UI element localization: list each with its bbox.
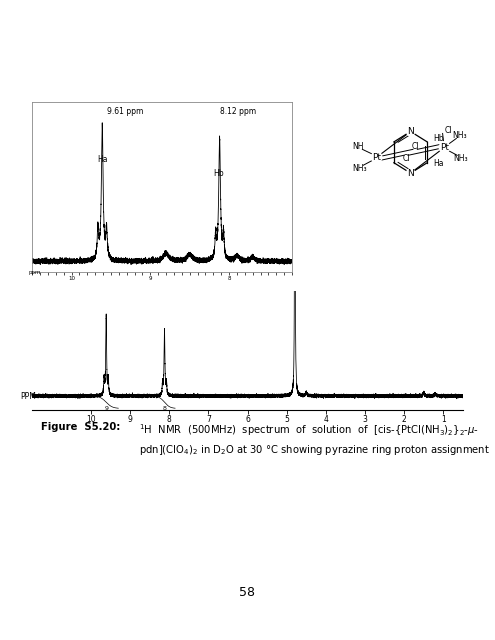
Text: 9: 9 bbox=[104, 406, 108, 411]
Text: $^1$H  NMR  (500MHz)  spectrum  of  solution  of  [cis-{PtCl(NH$_3$)$_2$}$_2$-$\: $^1$H NMR (500MHz) spectrum of solution … bbox=[139, 422, 479, 438]
Text: 8.12 ppm: 8.12 ppm bbox=[220, 107, 256, 116]
Text: N: N bbox=[407, 127, 414, 136]
Circle shape bbox=[406, 127, 415, 136]
Text: Ha: Ha bbox=[434, 159, 444, 168]
Circle shape bbox=[371, 151, 383, 164]
Text: 58: 58 bbox=[240, 586, 255, 598]
Text: Pt: Pt bbox=[372, 153, 381, 162]
Text: 8: 8 bbox=[162, 406, 166, 411]
Text: Figure  S5.20:: Figure S5.20: bbox=[41, 422, 120, 433]
Text: Hb: Hb bbox=[213, 169, 224, 178]
Text: NH₃: NH₃ bbox=[453, 154, 468, 163]
Text: ppm: ppm bbox=[28, 270, 41, 275]
Circle shape bbox=[406, 169, 415, 177]
Text: Cl: Cl bbox=[411, 142, 419, 151]
Text: N: N bbox=[407, 169, 414, 178]
Text: Cl: Cl bbox=[445, 126, 452, 135]
Text: Hb: Hb bbox=[434, 134, 444, 143]
Text: Ha: Ha bbox=[97, 156, 107, 164]
Text: Pt: Pt bbox=[440, 143, 449, 152]
Text: NH₃: NH₃ bbox=[453, 131, 467, 140]
Circle shape bbox=[439, 141, 450, 154]
Text: pdn](ClO$_4$)$_2$ in D$_2$O at 30 °C showing pyrazine ring proton assignment: pdn](ClO$_4$)$_2$ in D$_2$O at 30 °C sho… bbox=[139, 443, 490, 457]
Text: PPM: PPM bbox=[20, 392, 36, 401]
Text: 9.61 ppm: 9.61 ppm bbox=[107, 107, 144, 116]
Text: NH: NH bbox=[352, 142, 364, 151]
Text: Cl: Cl bbox=[402, 154, 410, 163]
Text: NH₃: NH₃ bbox=[352, 164, 367, 173]
